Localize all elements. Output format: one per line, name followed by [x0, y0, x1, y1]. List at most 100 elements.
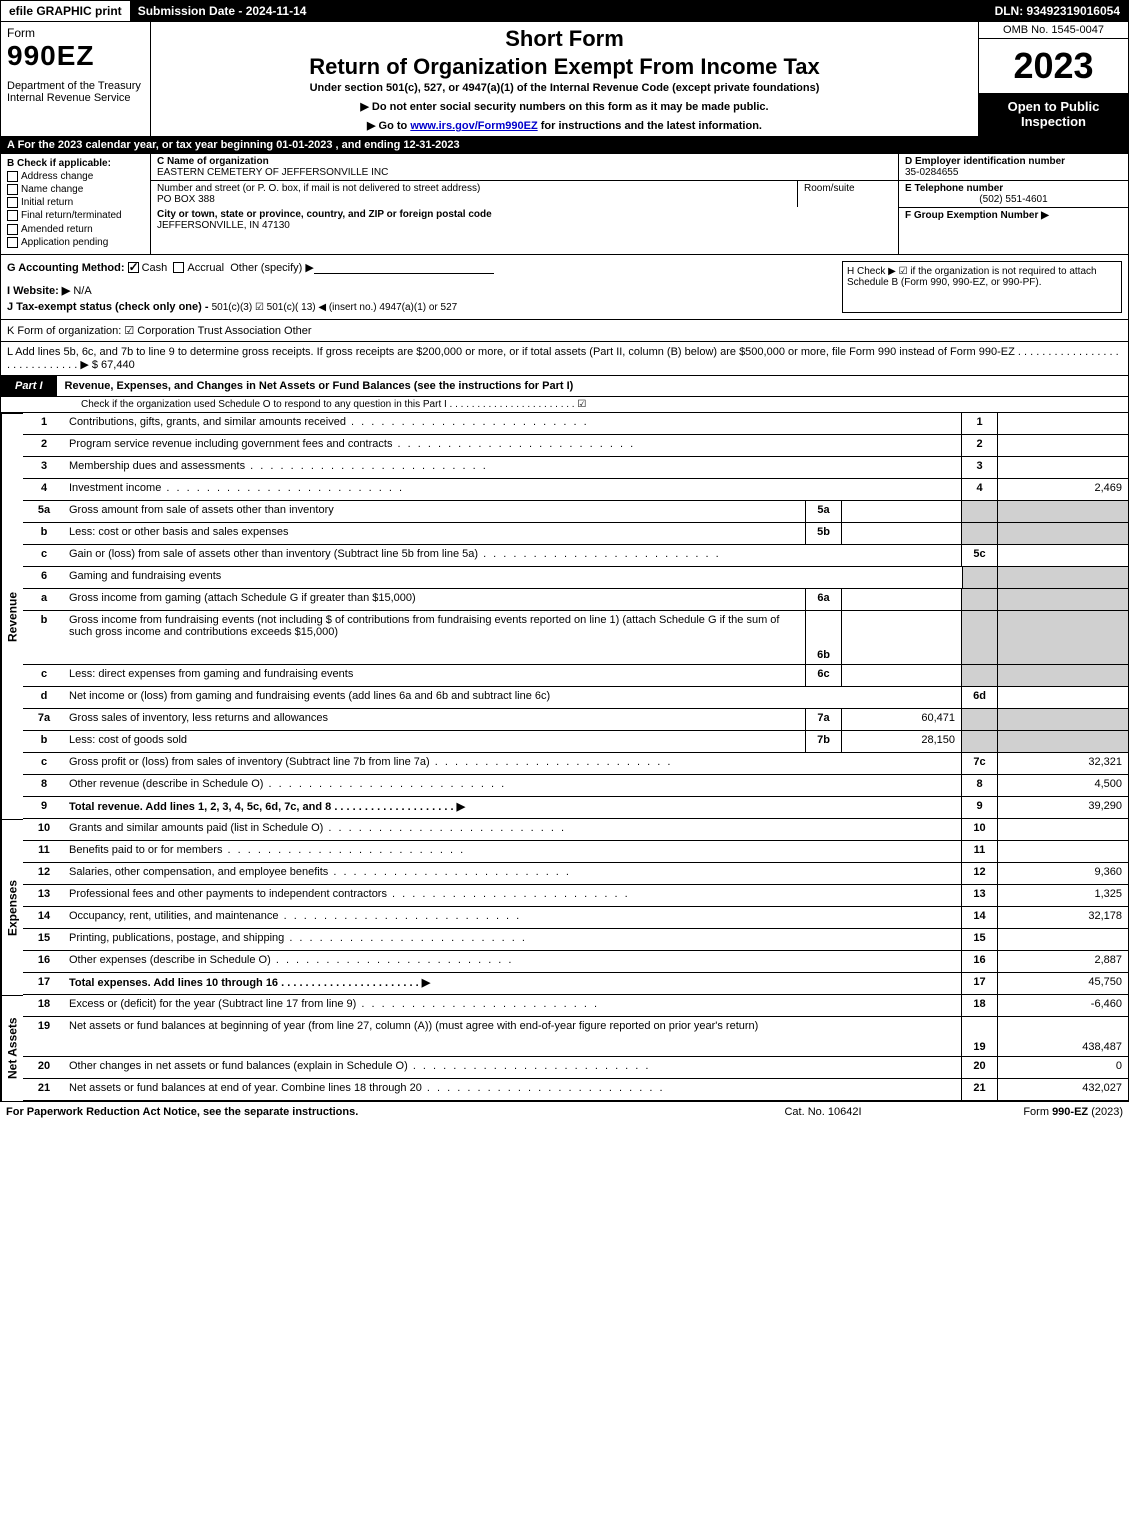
e-phone: E Telephone number (502) 551-4601 — [899, 181, 1128, 208]
part1-header: Part I Revenue, Expenses, and Changes in… — [0, 376, 1129, 397]
line-2: 2 Program service revenue including gove… — [23, 435, 1129, 457]
line-10: 10 Grants and similar amounts paid (list… — [23, 819, 1129, 841]
g-label: G Accounting Method: — [7, 262, 125, 274]
line-11: 11 Benefits paid to or for members 11 — [23, 841, 1129, 863]
line-6b: b Gross income from fundraising events (… — [23, 611, 1129, 665]
line-5a: 5a Gross amount from sale of assets othe… — [23, 501, 1129, 523]
other-line — [314, 262, 494, 274]
org-name-cell: C Name of organization EASTERN CEMETERY … — [151, 154, 898, 181]
street-cell: Number and street (or P. O. box, if mail… — [151, 181, 798, 207]
e-label: E Telephone number — [905, 183, 1003, 194]
line-15: 15 Printing, publications, postage, and … — [23, 929, 1129, 951]
street-val: PO BOX 388 — [157, 194, 215, 205]
line-7c: c Gross profit or (loss) from sales of i… — [23, 753, 1129, 775]
line-20: 20 Other changes in net assets or fund b… — [23, 1057, 1129, 1079]
line-5b: b Less: cost or other basis and sales ex… — [23, 523, 1129, 545]
efile-label[interactable]: efile GRAPHIC print — [1, 1, 130, 21]
line-13: 13 Professional fees and other payments … — [23, 885, 1129, 907]
line-3: 3 Membership dues and assessments 3 — [23, 457, 1129, 479]
line-16: 16 Other expenses (describe in Schedule … — [23, 951, 1129, 973]
block-bcdef: B Check if applicable: Address change Na… — [0, 154, 1129, 255]
header-right: OMB No. 1545-0047 2023 Open to Public In… — [978, 22, 1128, 136]
row-a-calendar: A For the 2023 calendar year, or tax yea… — [0, 137, 1129, 154]
row-i: I Website: ▶ N/A — [7, 284, 834, 297]
omb-number: OMB No. 1545-0047 — [979, 22, 1128, 39]
part1-tab: Part I — [1, 376, 57, 396]
i-label: I Website: ▶ — [7, 285, 70, 297]
row-k: K Form of organization: ☑ Corporation Tr… — [0, 320, 1129, 342]
netassets-body: 18 Excess or (deficit) for the year (Sub… — [23, 995, 1129, 1101]
line-8: 8 Other revenue (describe in Schedule O)… — [23, 775, 1129, 797]
col-def-ident: D Employer identification number 35-0284… — [898, 154, 1128, 254]
line-21: 21 Net assets or fund balances at end of… — [23, 1079, 1129, 1101]
header-center: Short Form Return of Organization Exempt… — [151, 22, 978, 136]
line-6: 6 Gaming and fundraising events — [23, 567, 1129, 589]
irs-link[interactable]: www.irs.gov/Form990EZ — [410, 120, 537, 132]
chk-final[interactable]: Final return/terminated — [7, 210, 144, 221]
line-4: 4 Investment income 4 2,469 — [23, 479, 1129, 501]
line-19: 19 Net assets or fund balances at beginn… — [23, 1017, 1129, 1057]
row-h-box: H Check ▶ ☑ if the organization is not r… — [842, 261, 1122, 313]
row-ghij: G Accounting Method: Cash Accrual Other … — [0, 255, 1129, 320]
col-c-org: C Name of organization EASTERN CEMETERY … — [151, 154, 898, 254]
org-name: EASTERN CEMETERY OF JEFFERSONVILLE INC — [157, 167, 388, 178]
dept-label: Department of the Treasury Internal Reve… — [7, 80, 144, 104]
tax-year: 2023 — [979, 39, 1128, 93]
chk-accrual[interactable] — [173, 262, 184, 273]
row-g: G Accounting Method: Cash Accrual Other … — [7, 261, 834, 274]
expenses-sidelabel: Expenses — [1, 819, 23, 995]
room-label: Room/suite — [804, 183, 855, 194]
netassets-section: Net Assets 18 Excess or (deficit) for th… — [0, 995, 1129, 1101]
expenses-body: 10 Grants and similar amounts paid (list… — [23, 819, 1129, 995]
city-cell: City or town, state or province, country… — [151, 207, 898, 233]
j-label: J Tax-exempt status (check only one) - — [7, 301, 209, 313]
form-number: 990EZ — [7, 40, 144, 72]
open-public-box: Open to Public Inspection — [979, 93, 1128, 136]
netassets-sidelabel: Net Assets — [1, 995, 23, 1101]
row-l: L Add lines 5b, 6c, and 7b to line 9 to … — [0, 342, 1129, 376]
footer-right: Form 990-EZ (2023) — [923, 1106, 1123, 1118]
website-val: N/A — [73, 285, 91, 297]
chk-cash[interactable] — [128, 262, 139, 273]
revenue-sidelabel: Revenue — [1, 413, 23, 819]
e-val: (502) 551-4601 — [905, 194, 1122, 205]
expenses-section: Expenses 10 Grants and similar amounts p… — [0, 819, 1129, 995]
line-7b: b Less: cost of goods sold 7b 28,150 — [23, 731, 1129, 753]
instruction-1: ▶ Do not enter social security numbers o… — [157, 100, 972, 113]
line-17: 17 Total expenses. Add lines 10 through … — [23, 973, 1129, 995]
f-group: F Group Exemption Number ▶ — [899, 208, 1128, 223]
room-cell: Room/suite — [798, 181, 898, 207]
line-9: 9 Total revenue. Add lines 1, 2, 3, 4, 5… — [23, 797, 1129, 819]
line-14: 14 Occupancy, rent, utilities, and maint… — [23, 907, 1129, 929]
revenue-section: Revenue 1 Contributions, gifts, grants, … — [0, 413, 1129, 819]
footer-center: Cat. No. 10642I — [723, 1106, 923, 1118]
d-label: D Employer identification number — [905, 156, 1065, 167]
form-header: Form 990EZ Department of the Treasury In… — [0, 22, 1129, 137]
j-opts: 501(c)(3) ☑ 501(c)( 13) ◀ (insert no.) 4… — [212, 302, 458, 313]
line-12: 12 Salaries, other compensation, and emp… — [23, 863, 1129, 885]
city-label: City or town, state or province, country… — [157, 209, 492, 220]
form-label: Form — [7, 26, 144, 40]
line-7a: 7a Gross sales of inventory, less return… — [23, 709, 1129, 731]
instruction-2: ▶ Go to www.irs.gov/Form990EZ for instru… — [157, 119, 972, 132]
part1-sub: Check if the organization used Schedule … — [0, 397, 1129, 413]
header-left: Form 990EZ Department of the Treasury In… — [1, 22, 151, 136]
chk-name[interactable]: Name change — [7, 184, 144, 195]
chk-amended[interactable]: Amended return — [7, 224, 144, 235]
c-label: C Name of organization — [157, 156, 269, 167]
part1-title: Revenue, Expenses, and Changes in Net As… — [57, 376, 1128, 396]
chk-initial[interactable]: Initial return — [7, 197, 144, 208]
footer-left: For Paperwork Reduction Act Notice, see … — [6, 1106, 723, 1118]
inst2-prefix: ▶ Go to — [367, 120, 410, 132]
chk-pending[interactable]: Application pending — [7, 237, 144, 248]
line-6c: c Less: direct expenses from gaming and … — [23, 665, 1129, 687]
top-bar: efile GRAPHIC print Submission Date - 20… — [0, 0, 1129, 22]
d-val: 35-0284655 — [905, 167, 958, 178]
line-1: 1 Contributions, gifts, grants, and simi… — [23, 413, 1129, 435]
d-ein: D Employer identification number 35-0284… — [899, 154, 1128, 181]
city-val: JEFFERSONVILLE, IN 47130 — [157, 220, 290, 231]
line-5c: c Gain or (loss) from sale of assets oth… — [23, 545, 1129, 567]
chk-address[interactable]: Address change — [7, 171, 144, 182]
submission-date: Submission Date - 2024-11-14 — [130, 1, 315, 21]
page-footer: For Paperwork Reduction Act Notice, see … — [0, 1101, 1129, 1122]
